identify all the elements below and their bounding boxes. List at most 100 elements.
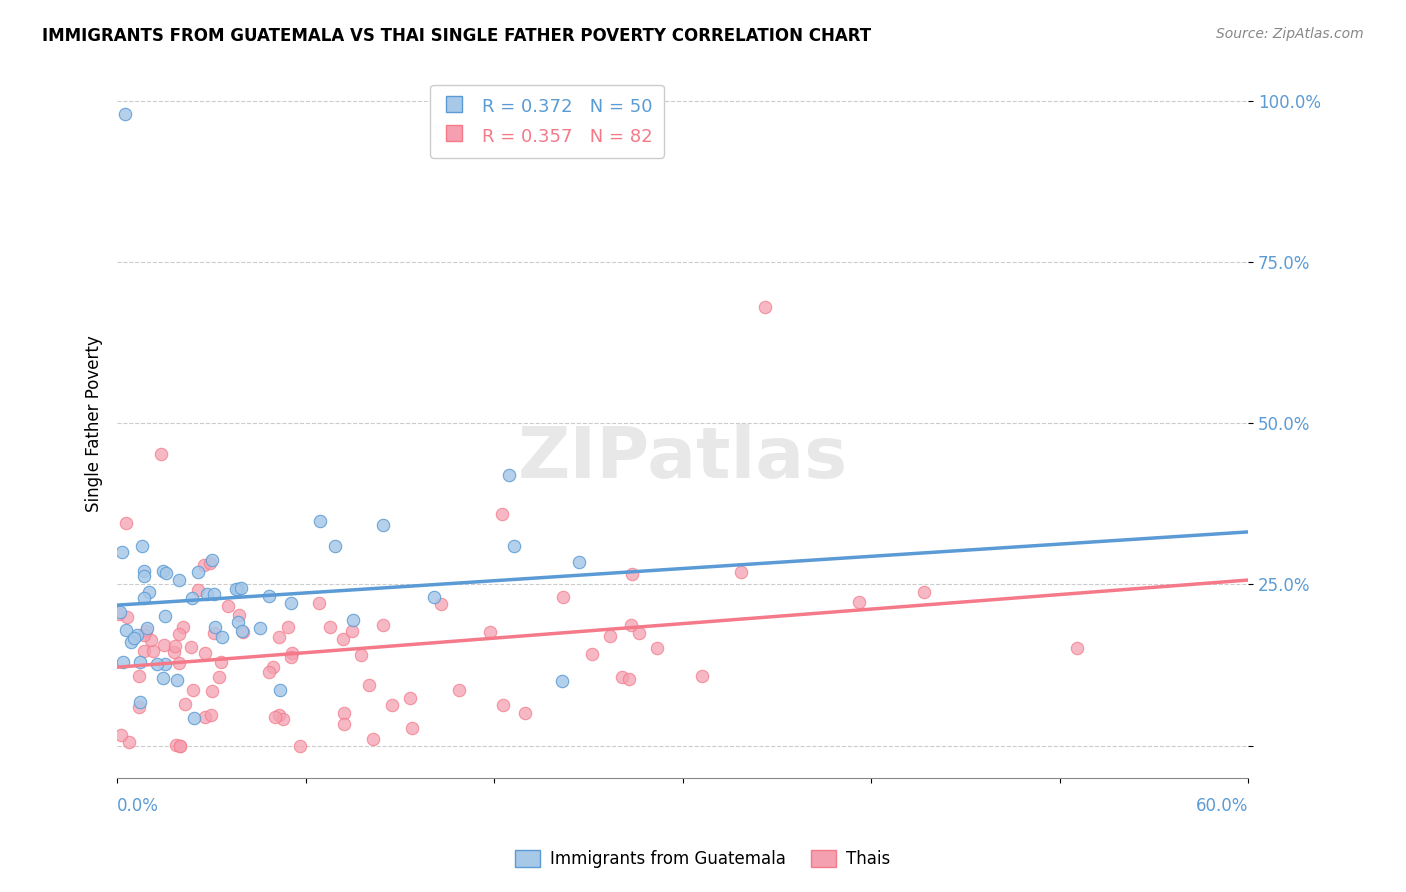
Point [165, 738, 187, 752]
Point [111, 545, 134, 559]
Point [202, 626, 225, 640]
Point [149, 447, 172, 461]
Point [114, 516, 136, 530]
Point [155, 566, 177, 580]
Point [371, 518, 394, 533]
Point [228, 607, 250, 622]
Point [647, 640, 669, 655]
Point [200, 556, 222, 570]
Point [912, 585, 935, 599]
Point [115, 623, 138, 637]
Point [194, 710, 217, 724]
Point [167, 573, 190, 587]
Point [115, 610, 138, 624]
Point [145, 657, 167, 671]
Point [280, 650, 302, 665]
Point [280, 596, 302, 610]
Point [281, 646, 304, 660]
Point [226, 615, 249, 630]
Point [271, 712, 294, 726]
Point [399, 691, 422, 706]
Point [754, 300, 776, 314]
Point [340, 624, 363, 639]
Point [139, 633, 162, 648]
Point [619, 672, 641, 686]
Point [228, 582, 250, 596]
Point [120, 635, 142, 649]
Point [848, 594, 870, 608]
Point [259, 589, 281, 603]
Point [551, 673, 574, 688]
Point [187, 582, 209, 597]
Point [478, 625, 501, 640]
Point [202, 587, 225, 601]
Point [232, 625, 254, 640]
Point [132, 569, 155, 583]
Point [134, 591, 156, 605]
Point [135, 624, 157, 638]
Point [269, 630, 291, 644]
Point [152, 671, 174, 685]
Point [166, 673, 188, 687]
Point [225, 582, 247, 596]
Point [134, 628, 156, 642]
Point [333, 717, 356, 731]
Point [200, 684, 222, 698]
Point [132, 644, 155, 658]
Point [118, 735, 141, 749]
Point [491, 507, 513, 521]
Point [627, 625, 650, 640]
Point [449, 682, 471, 697]
Point [128, 699, 150, 714]
Point [107, 607, 129, 621]
Point [491, 698, 513, 712]
Y-axis label: Single Father Poverty: Single Father Poverty [86, 334, 103, 511]
Point [568, 555, 591, 569]
Point [581, 647, 603, 661]
Point [308, 596, 330, 610]
Point [211, 630, 233, 644]
Point [173, 697, 195, 711]
Point [163, 645, 186, 659]
Point [172, 620, 194, 634]
Point [333, 706, 356, 720]
Text: 60.0%: 60.0% [1195, 797, 1249, 815]
Point [128, 669, 150, 683]
Point [430, 597, 453, 611]
Legend: R = 0.372   N = 50, R = 0.357   N = 82: R = 0.372 N = 50, R = 0.357 N = 82 [430, 85, 664, 158]
Point [186, 566, 208, 580]
Point [257, 665, 280, 680]
Point [229, 581, 252, 595]
Point [204, 620, 226, 634]
Point [231, 624, 253, 638]
Text: IMMIGRANTS FROM GUATEMALA VS THAI SINGLE FATHER POVERTY CORRELATION CHART: IMMIGRANTS FROM GUATEMALA VS THAI SINGLE… [42, 27, 872, 45]
Point [183, 711, 205, 725]
Point [599, 629, 621, 643]
Point [181, 683, 204, 698]
Point [498, 467, 520, 482]
Point [200, 707, 222, 722]
Point [165, 640, 187, 654]
Text: 0.0%: 0.0% [117, 797, 159, 815]
Point [169, 739, 191, 753]
Point [112, 655, 135, 669]
Point [153, 657, 176, 671]
Point [690, 669, 713, 683]
Point [401, 721, 423, 735]
Point [153, 609, 176, 624]
Point [1066, 641, 1088, 656]
Point [249, 622, 271, 636]
Point [620, 617, 643, 632]
Point [114, 106, 136, 120]
Point [423, 590, 446, 604]
Point [551, 591, 574, 605]
Point [371, 618, 394, 632]
Point [503, 539, 526, 553]
Point [269, 682, 291, 697]
Point [513, 706, 536, 720]
Point [267, 707, 290, 722]
Point [124, 631, 146, 645]
Point [208, 670, 231, 684]
Point [620, 566, 643, 581]
Point [610, 670, 633, 684]
